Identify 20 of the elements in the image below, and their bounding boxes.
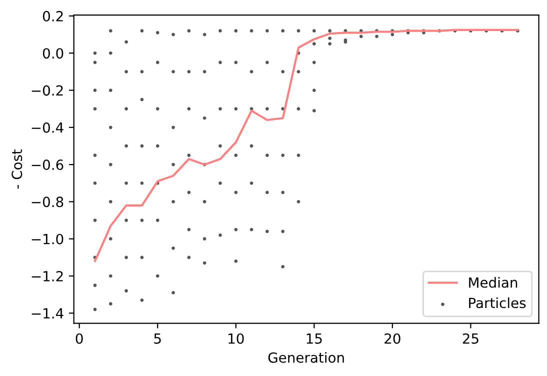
x-tick-label: 5 — [154, 334, 161, 344]
y-tick-label: −0.6 — [32, 160, 64, 170]
y-tick-label: −1.2 — [32, 270, 63, 282]
legend-label: Median — [469, 277, 518, 288]
x-tick-label: 20 — [384, 333, 400, 344]
y-tick-label: −0.2 — [32, 85, 63, 96]
y-tick-label: −0.4 — [32, 122, 64, 133]
x-axis-title: Generation — [268, 352, 344, 363]
x-tick-label: 0 — [76, 333, 83, 344]
x-tick-label: 25 — [462, 333, 478, 344]
y-tick-label: −1.0 — [32, 234, 64, 244]
y-tick-label: −0.8 — [32, 196, 64, 208]
line-series — [94, 28, 519, 262]
legend-label: Particles — [469, 297, 526, 308]
y-tick-label: 0.2 — [42, 10, 63, 22]
y-tick-label: 0.0 — [42, 48, 64, 59]
y-tick-label: −1.4 — [32, 308, 64, 318]
y-axis-title: - Cost — [12, 149, 22, 189]
x-tick-label: 15 — [306, 334, 322, 344]
x-tick-label: 10 — [228, 333, 244, 344]
